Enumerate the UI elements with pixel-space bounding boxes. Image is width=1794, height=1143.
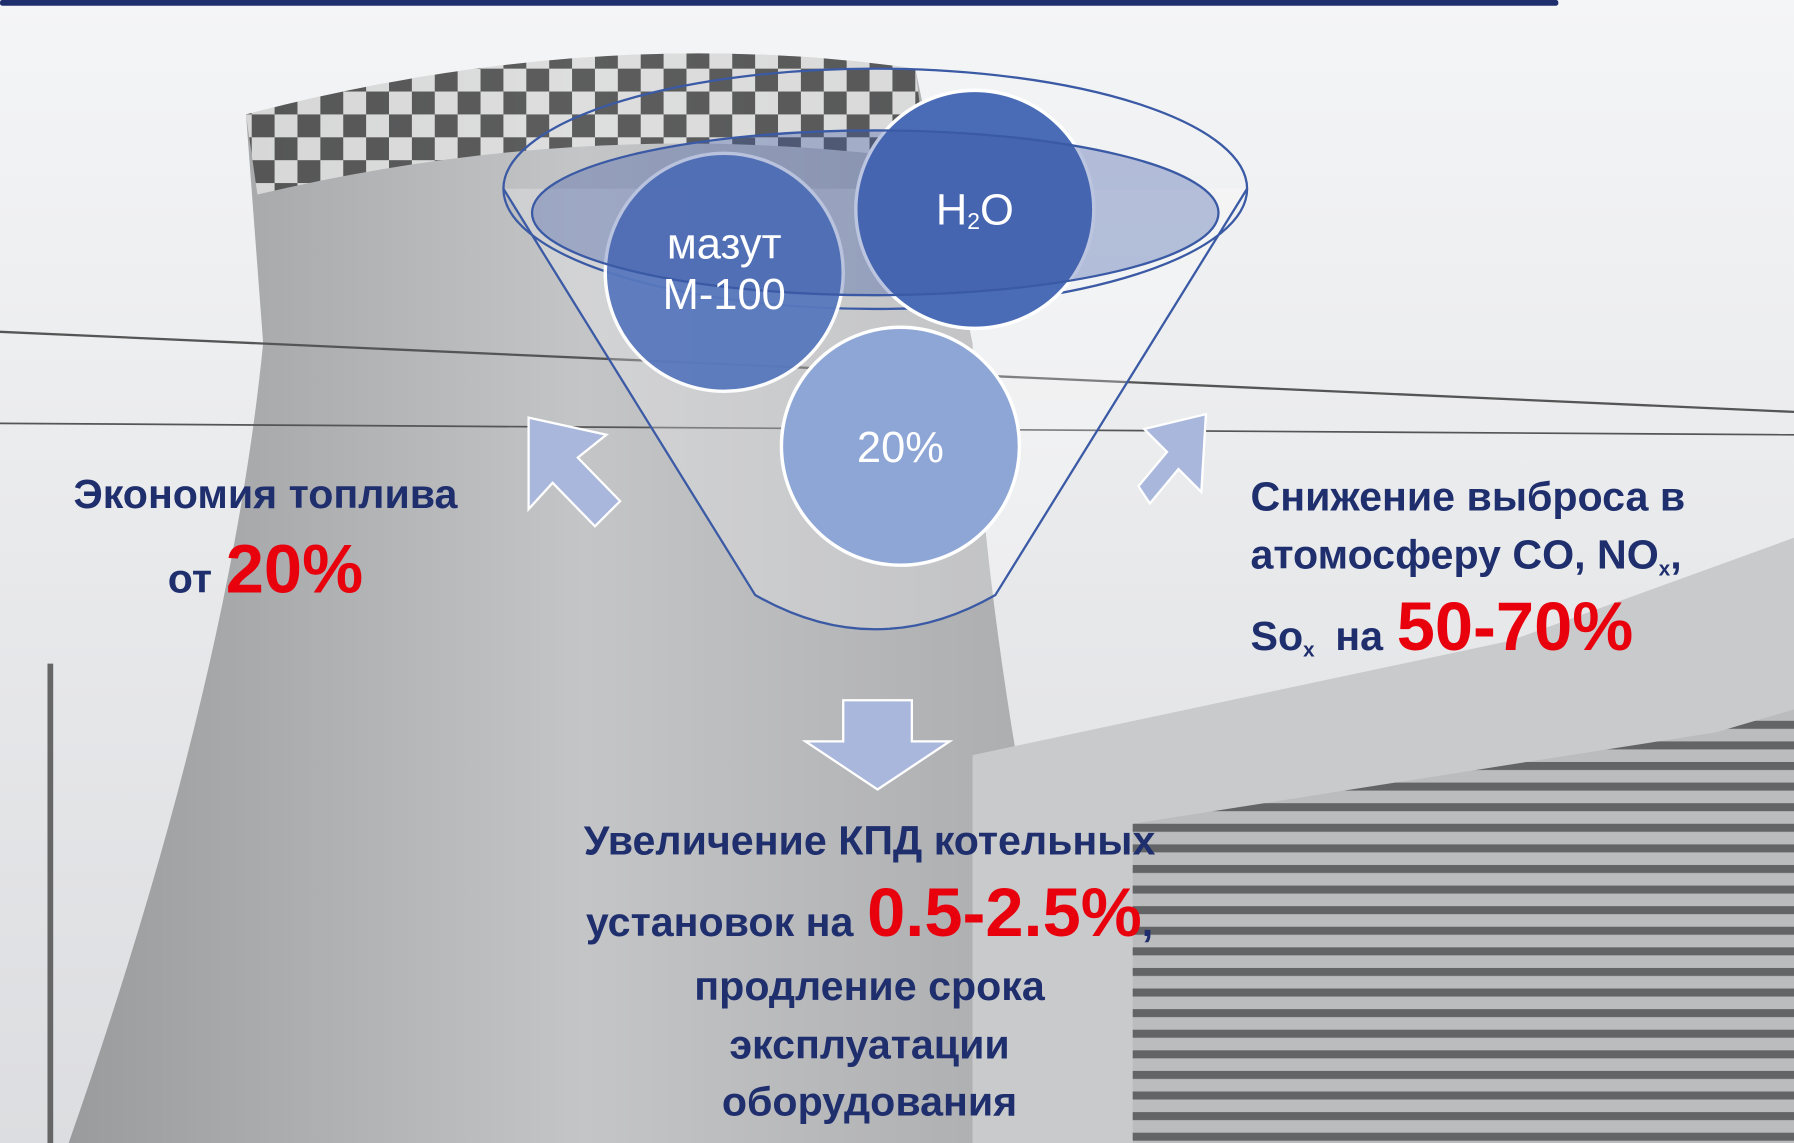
funnel-inner <box>532 130 1218 295</box>
bottom-text: установок на <box>586 899 855 945</box>
bottom-line: эксплуатации <box>729 1021 1009 1067</box>
bottom-line: оборудования <box>722 1079 1017 1125</box>
left-prefix: от <box>168 556 212 602</box>
slide: мазутМ-100 H2O 20% Экономия топлива от 20… <box>0 0 1794 1143</box>
right-text: So <box>1251 613 1304 659</box>
water-end: O <box>980 186 1014 234</box>
top-bar <box>0 0 1558 6</box>
additive-label: 20% <box>857 424 944 472</box>
water-sub: 2 <box>967 208 980 234</box>
bottom-value: 0.5-2.5% <box>867 874 1142 951</box>
right-line: Снижение выброса в <box>1251 473 1686 519</box>
bottom-text: , <box>1142 899 1153 945</box>
right-sub: x <box>1659 558 1671 581</box>
right-value: 50-70% <box>1397 588 1634 665</box>
left-value: 20% <box>226 531 363 608</box>
fuel-line: мазут <box>667 221 782 269</box>
bottom-line: продление срока <box>694 963 1046 1009</box>
right-sub: x <box>1303 639 1315 662</box>
left-title: Экономия топлива <box>73 471 458 517</box>
fuel-line: М-100 <box>663 271 786 319</box>
water-main: H <box>936 186 967 234</box>
right-text: атомосферу CO, NO <box>1251 532 1659 578</box>
bottom-line: Увеличение КПД котельных <box>584 818 1156 864</box>
page-body: {"funnel": {"fuel": ["мазут", "М-100"], … <box>0 0 1794 1143</box>
page: Slide html, body { margin: 0; padding: 0… <box>0 0 1794 1143</box>
right-text: на <box>1335 613 1384 659</box>
right-text: , <box>1670 532 1681 578</box>
right-line: атомосферу CO, NOx, <box>1251 532 1682 581</box>
